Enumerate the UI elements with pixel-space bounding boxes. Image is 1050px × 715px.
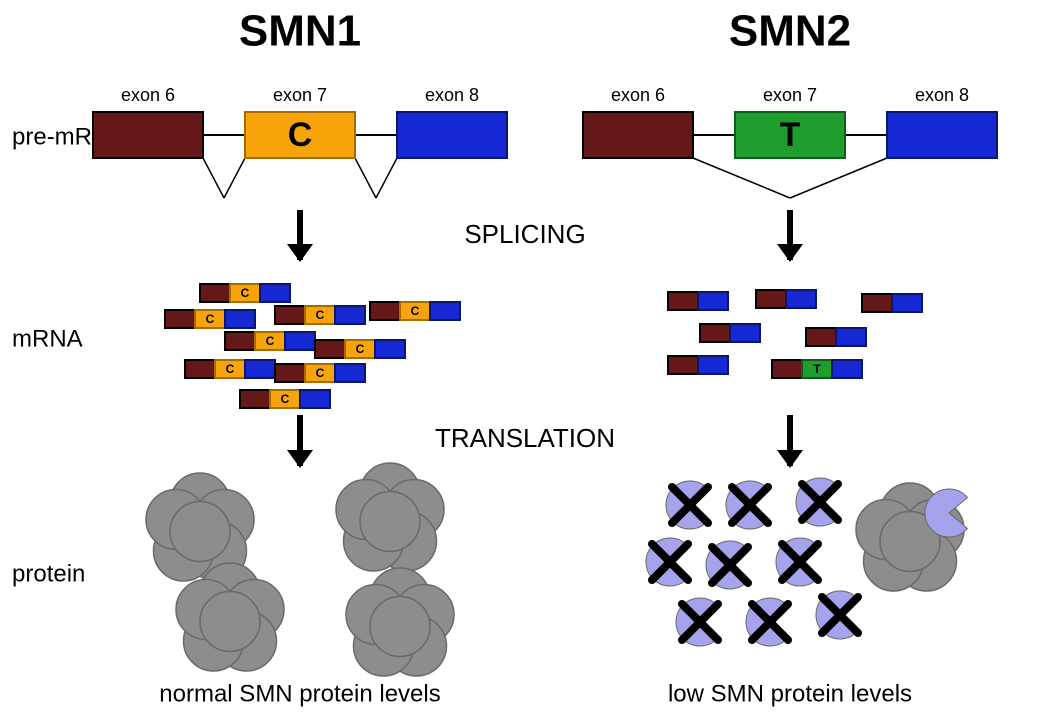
background bbox=[0, 0, 1050, 715]
mini-exon8 bbox=[836, 328, 866, 346]
mini-exon6 bbox=[772, 360, 802, 378]
mini-exon8 bbox=[225, 310, 255, 328]
exon8-label: exon 8 bbox=[425, 85, 479, 105]
mini-exon6 bbox=[200, 284, 230, 302]
exon8-label: exon 8 bbox=[915, 85, 969, 105]
mini-exon8 bbox=[335, 364, 365, 382]
mini-exon7-letter: C bbox=[316, 308, 325, 322]
mini-exon6 bbox=[756, 290, 786, 308]
mini-exon8 bbox=[285, 332, 315, 350]
row-label-mrna: mRNA bbox=[12, 325, 83, 352]
mini-exon6 bbox=[225, 332, 255, 350]
mini-exon6 bbox=[668, 292, 698, 310]
mini-exon8 bbox=[892, 294, 922, 312]
mini-exon8 bbox=[300, 390, 330, 408]
mini-exon8 bbox=[375, 340, 405, 358]
title-smn2: SMN2 bbox=[729, 7, 851, 56]
mini-exon8 bbox=[730, 324, 760, 342]
mini-exon6 bbox=[370, 302, 400, 320]
exon7-label: exon 7 bbox=[763, 85, 817, 105]
exon6-label: exon 6 bbox=[121, 85, 175, 105]
mini-exon7-letter: T bbox=[813, 362, 821, 376]
row-label-protein: protein bbox=[12, 560, 85, 587]
mini-exon8 bbox=[832, 360, 862, 378]
exon7-letter: T bbox=[780, 116, 801, 154]
mini-exon8 bbox=[430, 302, 460, 320]
caption-left: normal SMN protein levels bbox=[159, 680, 440, 707]
mini-exon6 bbox=[700, 324, 730, 342]
caption-right: low SMN protein levels bbox=[668, 680, 912, 707]
exon6-box bbox=[93, 112, 203, 158]
mini-exon8 bbox=[698, 292, 728, 310]
exon8-box bbox=[397, 112, 507, 158]
mini-exon6 bbox=[315, 340, 345, 358]
exon8-box bbox=[887, 112, 997, 158]
mini-exon6 bbox=[240, 390, 270, 408]
mini-exon6 bbox=[165, 310, 195, 328]
exon7-label: exon 7 bbox=[273, 85, 327, 105]
mini-exon6 bbox=[275, 306, 305, 324]
mini-exon7-letter: C bbox=[281, 392, 290, 406]
mini-exon7-letter: C bbox=[411, 304, 420, 318]
mini-exon6 bbox=[806, 328, 836, 346]
mini-exon6 bbox=[275, 364, 305, 382]
label-splicing: SPLICING bbox=[464, 219, 585, 249]
mini-exon7-letter: C bbox=[316, 366, 325, 380]
mini-exon7-letter: C bbox=[226, 362, 235, 376]
exon6-label: exon 6 bbox=[611, 85, 665, 105]
mini-exon7-letter: C bbox=[356, 342, 365, 356]
mini-exon8 bbox=[245, 360, 275, 378]
mini-exon8 bbox=[260, 284, 290, 302]
label-translation: TRANSLATION bbox=[435, 423, 615, 453]
mini-exon7-letter: C bbox=[266, 334, 275, 348]
mini-exon8 bbox=[786, 290, 816, 308]
mini-exon8 bbox=[698, 356, 728, 374]
title-smn1: SMN1 bbox=[239, 7, 361, 56]
mini-exon6 bbox=[185, 360, 215, 378]
mini-exon6 bbox=[862, 294, 892, 312]
mini-exon7-letter: C bbox=[206, 312, 215, 326]
mini-exon6 bbox=[668, 356, 698, 374]
mini-exon8 bbox=[335, 306, 365, 324]
exon7-letter: C bbox=[288, 116, 313, 154]
exon6-box bbox=[583, 112, 693, 158]
mini-exon7-letter: C bbox=[241, 286, 250, 300]
